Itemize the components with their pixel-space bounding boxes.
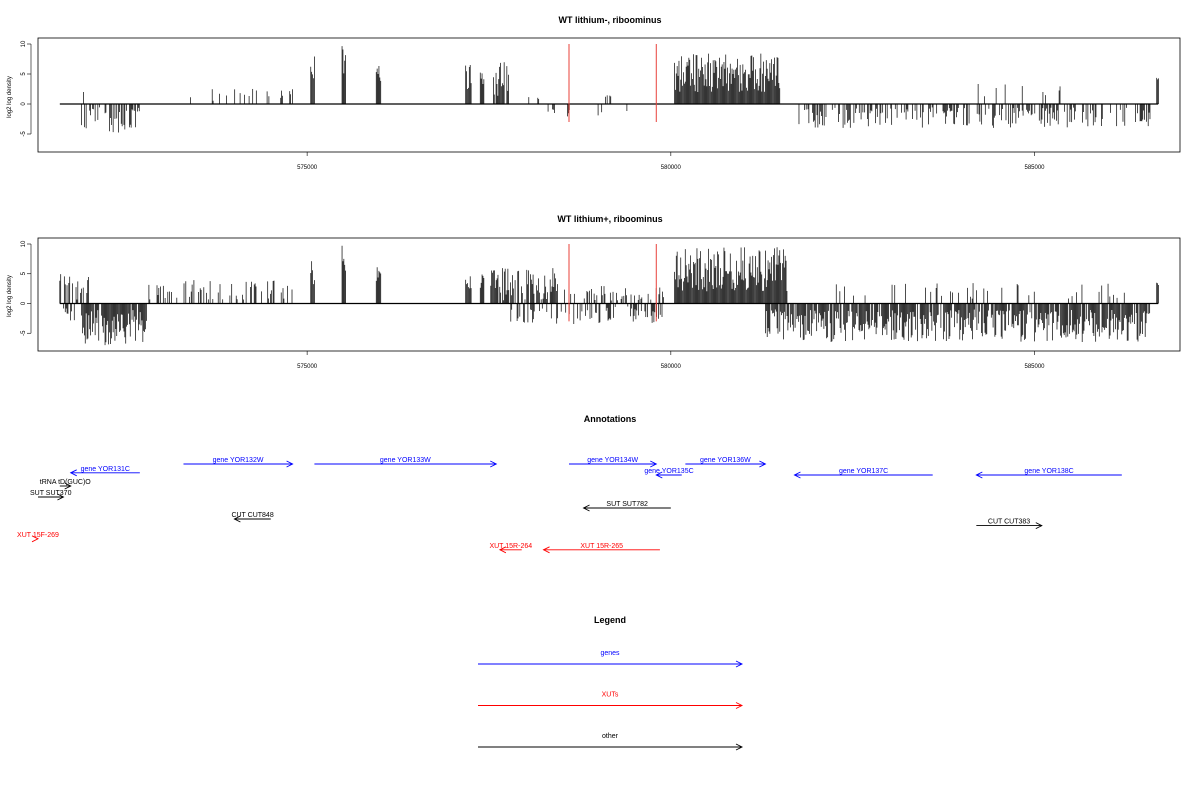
legend-label: XUTs <box>602 692 619 699</box>
x-axis: 575000 580000 585000 <box>297 351 1045 370</box>
annotation-feature: gene YOR133W <box>314 457 498 468</box>
annotation-feature: gene YOR138C <box>975 468 1122 479</box>
legend-entry: other <box>478 733 744 751</box>
feature-label: gene YOR132W <box>213 457 264 464</box>
y-axis-label: log2 log density <box>7 76 13 118</box>
feature-label: gene YOR138C <box>1024 468 1073 475</box>
annotation-features: gene YOR131C gene YOR132W gene YOR133W gene… <box>17 457 1122 554</box>
feature-arrow-head <box>759 460 767 468</box>
legend-arrow-head <box>735 702 744 709</box>
annotation-feature: tRNA tD(GUC)O <box>40 479 92 490</box>
feature-label: SUT SUT370 <box>30 490 72 497</box>
feature-label: SUT SUT782 <box>606 501 648 508</box>
feature-arrow-head <box>542 546 550 554</box>
legend-label: genes <box>600 650 620 657</box>
feature-arrow-head <box>31 535 40 543</box>
feature-arrow-head <box>975 471 983 479</box>
legend-label: other <box>602 733 619 740</box>
y-tick-label: 5 <box>21 72 27 76</box>
legend: Legend genes XUTs other <box>478 615 744 751</box>
legend-entries: genes XUTs other <box>478 650 744 751</box>
x-tick-label: 575000 <box>297 165 318 171</box>
annotation-feature: gene YOR131C <box>69 466 140 477</box>
y-axis: -5 0 5 10 <box>21 240 32 336</box>
plot-frame <box>37 37 1181 153</box>
feature-arrow-head <box>57 493 65 501</box>
feature-arrow-head <box>69 469 77 477</box>
feature-label: gene YOR135C <box>644 468 693 475</box>
x-tick-label: 575000 <box>297 364 318 370</box>
y-tick-label: 0 <box>21 301 27 305</box>
y-axis-label: log2 log density <box>7 275 13 317</box>
y-tick-label: 10 <box>21 240 27 247</box>
position-markers <box>568 244 657 322</box>
annotation-feature: gene YOR134W <box>568 457 658 468</box>
x-axis: 575000 580000 585000 <box>297 152 1045 171</box>
x-tick-label: 585000 <box>1025 364 1046 370</box>
feature-label: XUT 15R-264 <box>489 543 532 550</box>
annotation-feature: XUT 15R-265 <box>542 543 660 554</box>
y-tick-label: 10 <box>21 40 27 47</box>
coverage-bars <box>59 46 1159 133</box>
annotation-feature: CUT CUT383 <box>976 519 1043 530</box>
feature-label: CUT CUT848 <box>231 512 273 519</box>
x-tick-label: 580000 <box>661 165 682 171</box>
annotation-feature: SUT SUT370 <box>30 490 72 501</box>
plot-frame <box>37 237 1181 352</box>
annotation-feature: CUT CUT848 <box>231 512 274 523</box>
panel-title: WT lithium+, riboominus <box>557 214 662 224</box>
coverage-bars <box>59 245 1159 346</box>
feature-arrow-head <box>498 546 507 554</box>
feature-arrow-head <box>793 471 801 479</box>
feature-label: gene YOR137C <box>839 468 888 475</box>
feature-label: CUT CUT383 <box>988 519 1030 526</box>
annotation-feature: XUT 15R-264 <box>489 543 532 554</box>
feature-arrow-head <box>286 460 294 468</box>
x-tick-label: 585000 <box>1025 165 1046 171</box>
coverage-panel-lithium-minus: WT lithium-, riboominus log2 log density… <box>7 15 1181 171</box>
annotation-feature: gene YOR132W <box>183 457 294 468</box>
feature-arrow-head <box>64 482 72 490</box>
panel-title: WT lithium-, riboominus <box>559 15 662 25</box>
feature-arrow-head <box>1035 522 1043 530</box>
legend-arrow-head <box>735 660 744 668</box>
legend-entry: genes <box>478 650 744 668</box>
y-tick-label: 0 <box>21 102 27 106</box>
feature-arrow-head <box>650 460 658 468</box>
feature-label: gene YOR136W <box>700 457 751 464</box>
feature-label: XUT 15F-269 <box>17 532 59 539</box>
feature-arrow-head <box>233 515 241 523</box>
x-tick-label: 580000 <box>661 364 682 370</box>
annotations-title: Annotations <box>584 414 637 424</box>
y-tick-label: -5 <box>21 330 27 336</box>
feature-arrow-head <box>582 504 590 512</box>
annotation-feature: gene YOR137C <box>793 468 933 479</box>
y-axis: -5 0 5 10 <box>21 40 32 137</box>
position-markers <box>568 44 657 122</box>
annotation-feature: XUT 15F-269 <box>17 532 59 543</box>
feature-label: tRNA tD(GUC)O <box>40 479 92 486</box>
y-tick-label: -5 <box>21 131 27 137</box>
annotation-feature: gene YOR136W <box>685 457 767 468</box>
legend-entry: XUTs <box>478 692 744 709</box>
feature-arrow-head <box>490 460 498 468</box>
annotation-feature: SUT SUT782 <box>582 501 671 512</box>
coverage-panel-lithium-plus: WT lithium+, riboominus log2 log density… <box>7 214 1181 370</box>
feature-label: XUT 15R-265 <box>580 543 623 550</box>
legend-title: Legend <box>594 615 626 625</box>
feature-label: gene YOR134W <box>587 457 638 464</box>
legend-arrow-head <box>735 743 744 751</box>
y-tick-label: 5 <box>21 271 27 275</box>
feature-label: gene YOR131C <box>81 466 130 473</box>
annotation-feature: gene YOR135C <box>644 468 694 479</box>
feature-label: gene YOR133W <box>380 457 431 464</box>
feature-arrow-head <box>655 471 663 479</box>
